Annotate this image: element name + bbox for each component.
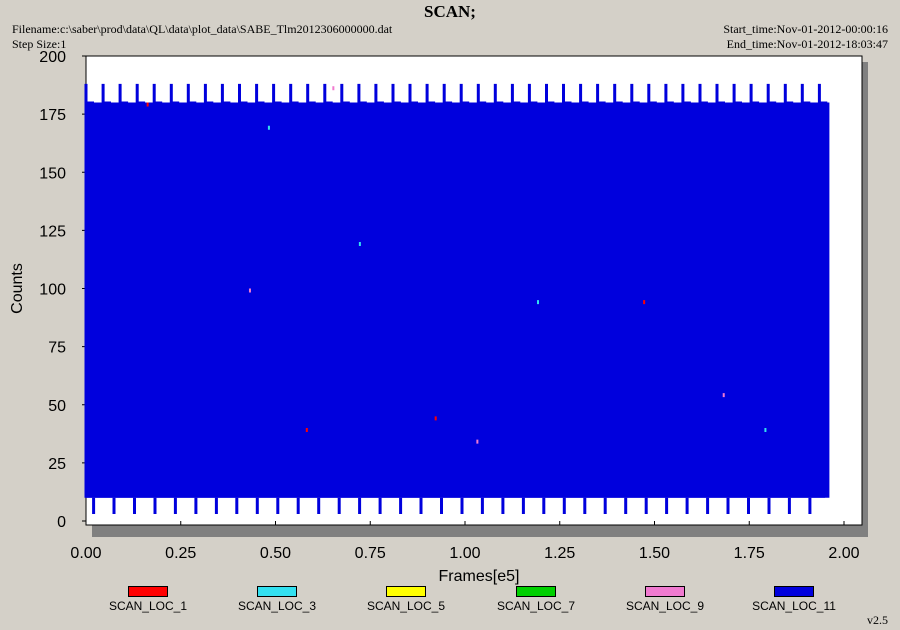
series-point — [248, 288, 251, 293]
legend-item: SCAN_LOC_7 — [476, 586, 596, 613]
legend-swatch — [645, 586, 685, 597]
y-tick-label: 150 — [39, 165, 66, 182]
legend-label: SCAN_LOC_7 — [496, 599, 576, 613]
legend-item: SCAN_LOC_9 — [605, 586, 725, 613]
series-point — [146, 102, 149, 107]
series-point — [332, 86, 335, 91]
legend-label: SCAN_LOC_9 — [625, 599, 705, 613]
x-tick-label: 1.25 — [544, 545, 575, 562]
legend-swatch — [128, 586, 168, 597]
start-time-label: Start_time:Nov-01-2012-00:00:16 — [723, 22, 888, 36]
legend-item: SCAN_LOC_5 — [346, 586, 466, 613]
x-tick-label: 0.00 — [70, 545, 101, 562]
x-tick-label: 0.25 — [165, 545, 196, 562]
series-point — [305, 428, 308, 432]
x-tick-label: 0.50 — [260, 545, 291, 562]
legend: SCAN_LOC_1 SCAN_LOC_3 SCAN_LOC_5 SCAN_LO… — [0, 586, 900, 616]
series-line-scan-loc-11 — [84, 83, 830, 498]
series-point — [537, 300, 540, 305]
y-tick-label: 0 — [57, 514, 66, 531]
series-point — [476, 439, 479, 444]
y-tick-label: 50 — [48, 398, 66, 415]
filename-label: Filename:c:\saber\prod\data\QL\data\plot… — [12, 22, 393, 36]
legend-swatch — [516, 586, 556, 597]
y-tick-label: 175 — [39, 107, 66, 124]
series-point — [722, 393, 725, 398]
chart-title: SCAN; — [424, 2, 476, 21]
y-axis-label: Counts — [9, 263, 26, 314]
series-point — [358, 242, 361, 246]
y-tick-label: 75 — [48, 340, 66, 357]
legend-item: SCAN_LOC_3 — [217, 586, 337, 613]
series-point — [643, 300, 646, 305]
x-tick-label: 1.00 — [449, 545, 480, 562]
legend-swatch — [257, 586, 297, 597]
legend-label: SCAN_LOC_1 — [108, 599, 188, 613]
series-point — [764, 428, 767, 432]
series-point — [267, 125, 270, 130]
series-point — [434, 416, 437, 421]
x-tick-label: 2.00 — [828, 545, 859, 562]
legend-item: SCAN_LOC_1 — [88, 586, 208, 613]
version-label: v2.5 — [867, 613, 888, 627]
legend-swatch — [774, 586, 814, 597]
y-tick-label: 125 — [39, 223, 66, 240]
y-tick-label: 25 — [48, 456, 66, 473]
step-size-label: Step Size:1 — [12, 37, 67, 51]
series-dips-scan-loc-11 — [92, 497, 812, 514]
legend-item: SCAN_LOC_11 — [734, 586, 854, 613]
x-tick-label: 0.75 — [355, 545, 386, 562]
x-tick-label: 1.50 — [639, 545, 670, 562]
series-band-scan-loc-11 — [86, 448, 826, 498]
legend-swatch — [386, 586, 426, 597]
y-tick-label: 100 — [39, 282, 66, 299]
legend-label: SCAN_LOC_11 — [752, 599, 836, 613]
legend-label: SCAN_LOC_5 — [366, 599, 446, 613]
end-time-label: End_time:Nov-01-2012-18:03:47 — [726, 37, 888, 51]
y-tick-label: 200 — [39, 49, 66, 66]
x-tick-label: 1.75 — [734, 545, 765, 562]
x-axis-label: Frames[e5] — [439, 568, 520, 585]
legend-label: SCAN_LOC_3 — [237, 599, 317, 613]
